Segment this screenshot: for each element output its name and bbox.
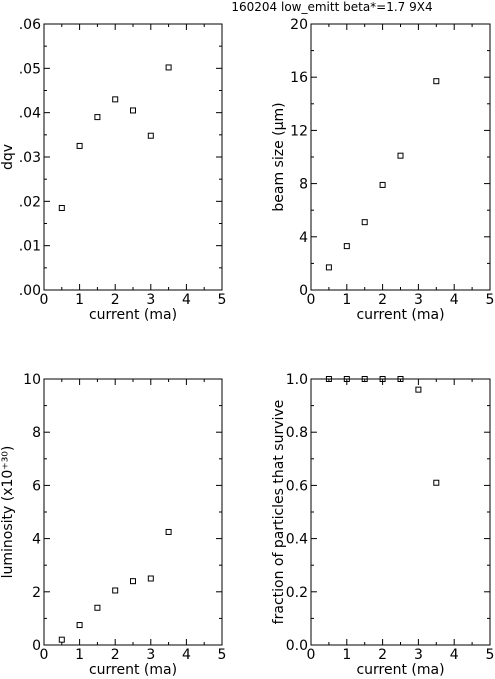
data-point <box>379 181 386 188</box>
y-tick-label: .06 <box>19 17 41 33</box>
y-tick-label: 0.8 <box>286 425 308 441</box>
x-tick-label: 3 <box>146 647 155 663</box>
x-tick-label: 2 <box>111 647 120 663</box>
data-point <box>415 386 422 393</box>
survival-panel: 0 1 2 3 4 5 0.0 0.2 0.4 0.6 0.8 1.0 current (ma) frac… <box>271 372 494 678</box>
data-point <box>397 376 404 382</box>
y-tick-label: 4 <box>299 230 308 246</box>
data-point <box>397 152 404 159</box>
data-point <box>76 142 83 149</box>
y-axis-label: luminosity (x10⁺³⁰) <box>0 446 16 579</box>
x-tick-label: 4 <box>182 292 191 308</box>
y-tick-label: .01 <box>19 239 41 255</box>
x-axis-label: current (ma) <box>89 307 177 323</box>
data-point <box>58 204 65 211</box>
data-point <box>379 376 386 382</box>
y-tick-label: 2 <box>32 585 41 601</box>
data-point <box>94 604 101 611</box>
figure-title: 160204 low_emitt beta*=1.7 9X4 <box>231 0 432 14</box>
data-point <box>343 243 350 250</box>
y-tick-label: 20 <box>290 17 308 33</box>
dqv-panel: 0 1 2 3 4 5 .00 .01 .02 .03 .04 .05 .06 current (ma) d… <box>0 17 226 323</box>
x-tick-label: 0 <box>40 292 49 308</box>
x-tick-label: 1 <box>342 292 351 308</box>
y-tick-label: 6 <box>32 478 41 494</box>
x-tick-label: 1 <box>75 292 84 308</box>
data-point <box>76 622 83 629</box>
plot-frame <box>310 378 491 646</box>
data-point <box>361 219 368 226</box>
plot-frame <box>310 23 491 291</box>
data-point <box>165 64 172 71</box>
data-point <box>130 107 136 114</box>
y-tick-label: .05 <box>19 61 41 77</box>
y-tick-label: 10 <box>23 372 41 388</box>
y-tick-label: 4 <box>32 532 41 548</box>
data-point <box>130 578 136 585</box>
data-point <box>58 636 65 643</box>
y-tick-label: 0.2 <box>286 585 308 601</box>
x-tick-label: 3 <box>414 647 423 663</box>
data-point <box>165 528 172 535</box>
y-tick-label: 0.6 <box>286 478 308 494</box>
x-tick-label: 2 <box>378 292 387 308</box>
x-tick-label: 5 <box>486 647 495 663</box>
x-tick-label: 0 <box>40 647 49 663</box>
y-tick-label: .04 <box>19 106 41 122</box>
y-tick-label: 8 <box>32 425 41 441</box>
y-tick-label: 8 <box>299 177 308 193</box>
data-point <box>433 78 440 85</box>
x-tick-label: 2 <box>111 292 120 308</box>
y-tick-label: 1.0 <box>286 372 308 388</box>
data-point <box>147 132 154 139</box>
x-tick-label: 3 <box>146 292 155 308</box>
luminosity-panel: 0 1 2 3 4 5 0 2 4 6 8 10 current (ma) luminosity (x10… <box>0 372 226 678</box>
x-tick-label: 4 <box>450 647 459 663</box>
x-tick-label: 0 <box>307 292 316 308</box>
data-point <box>433 479 440 486</box>
x-axis-label: current (ma) <box>356 307 444 323</box>
data-point <box>112 587 119 594</box>
x-tick-label: 3 <box>414 292 423 308</box>
data-point <box>147 575 154 582</box>
y-tick-label: 16 <box>290 70 308 86</box>
data-point <box>325 376 332 382</box>
data-point <box>325 264 332 271</box>
x-tick-label: 4 <box>450 292 459 308</box>
y-tick-label: 0.4 <box>286 532 308 548</box>
x-tick-label: 0 <box>307 647 316 663</box>
x-tick-label: 4 <box>182 647 191 663</box>
x-tick-label: 1 <box>75 647 84 663</box>
x-tick-label: 5 <box>218 292 227 308</box>
y-axis-label: beam size (μm) <box>271 102 287 211</box>
y-axis-label: fraction of particles that survive <box>271 400 287 625</box>
y-tick-label: 0 <box>299 283 308 299</box>
x-tick-label: 1 <box>342 647 351 663</box>
x-tick-label: 2 <box>378 647 387 663</box>
x-axis-label: current (ma) <box>89 662 177 678</box>
plot-frame <box>43 378 223 646</box>
y-tick-label: .02 <box>19 194 41 210</box>
x-tick-label: 5 <box>218 647 227 663</box>
data-point <box>94 114 101 121</box>
y-tick-label: 0.0 <box>286 638 308 654</box>
y-tick-label: .03 <box>19 150 41 166</box>
y-tick-label: 0 <box>32 638 41 654</box>
x-tick-label: 5 <box>486 292 495 308</box>
data-point <box>343 376 350 382</box>
data-point <box>112 96 119 103</box>
data-point <box>361 376 368 382</box>
x-axis-label: current (ma) <box>356 662 444 678</box>
y-tick-label: .00 <box>19 283 41 299</box>
y-axis-label: dqv <box>0 144 16 170</box>
y-tick-label: 12 <box>290 123 308 139</box>
plot-frame <box>43 23 223 291</box>
